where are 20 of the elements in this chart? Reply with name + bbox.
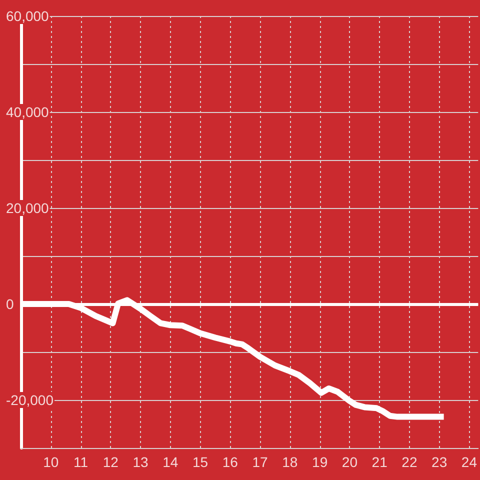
x-tick-label: 24 xyxy=(461,454,478,470)
x-tick-label: 17 xyxy=(252,454,268,470)
x-tick-label: 20 xyxy=(342,454,358,470)
y-tick-label: 40,000 xyxy=(6,104,50,120)
x-tick-label: 18 xyxy=(282,454,298,470)
x-tick-label: 21 xyxy=(372,454,388,470)
y-tick-label: -20,000 xyxy=(6,392,54,408)
y-tick-label: 20,000 xyxy=(6,200,50,216)
x-tick-label: 22 xyxy=(402,454,418,470)
x-tick-label: 23 xyxy=(432,454,448,470)
x-tick-label: 19 xyxy=(312,454,328,470)
x-tick-label: 10 xyxy=(43,454,59,470)
y-tick-label: 60,000 xyxy=(6,8,50,24)
x-tick-label: 12 xyxy=(102,454,119,470)
y-tick-label: 0 xyxy=(6,296,14,312)
x-tick-label: 15 xyxy=(192,454,208,470)
x-tick-label: 11 xyxy=(73,454,88,470)
x-tick-label: 14 xyxy=(162,454,178,470)
x-tick-label: 13 xyxy=(132,454,149,470)
x-tick-label: 16 xyxy=(222,454,238,470)
